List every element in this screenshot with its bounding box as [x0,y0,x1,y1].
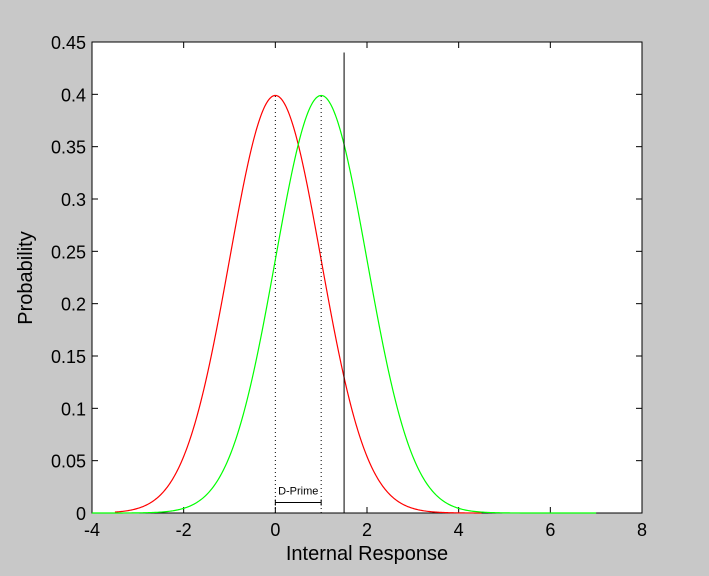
y-tick-label: 0.25 [51,242,86,262]
x-tick-label: 8 [637,520,647,540]
y-tick-label: 0.4 [61,85,86,105]
x-tick-label: -2 [176,520,192,540]
plot-area [91,41,643,514]
x-tick-label: 4 [454,520,464,540]
x-tick-label: 0 [270,520,280,540]
x-tick-label: 6 [545,520,555,540]
y-tick-label: 0.2 [61,295,86,315]
x-axis-label: Internal Response [286,543,448,565]
y-tick-label: 0.15 [51,347,86,367]
y-tick-label: 0.1 [61,399,86,419]
y-tick-label: 0 [76,504,86,524]
y-tick-label: 0.3 [61,190,86,210]
x-tick-label: -4 [84,520,100,540]
y-tick-label: 0.35 [51,138,86,158]
x-tick-label: 2 [362,520,372,540]
y-axis-label: Probability [15,231,37,324]
d-prime-label: D-Prime [278,486,318,498]
y-tick-label: 0.45 [51,33,86,53]
y-tick-label: 0.05 [51,452,86,472]
